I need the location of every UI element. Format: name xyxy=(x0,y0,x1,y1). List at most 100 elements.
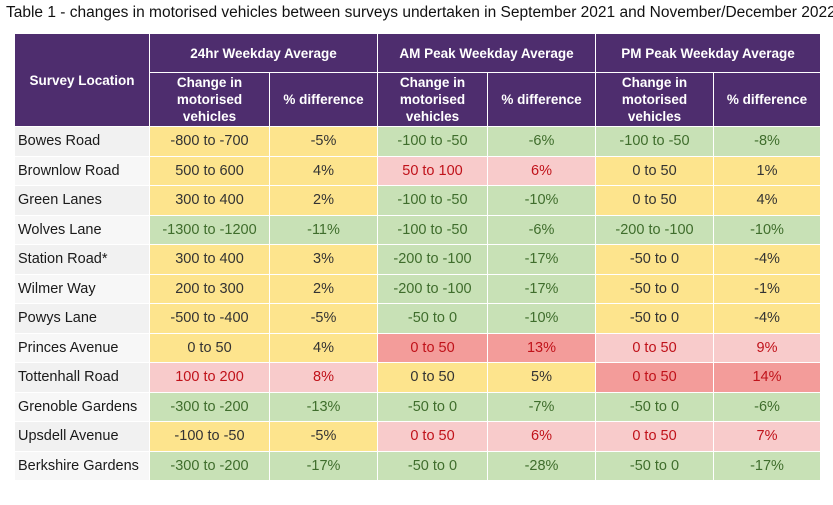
header-pct-pm: % difference xyxy=(712,72,822,127)
change-24hr-cell: 500 to 600 xyxy=(149,155,270,186)
table-row: Upsdell Avenue -100 to -50 -5% 0 to 50 6% 0 t… xyxy=(14,421,822,452)
survey-location-cell: Wolves Lane xyxy=(14,214,150,245)
change-am-cell: -50 to 0 xyxy=(377,303,488,334)
pct-pm-cell: -17% xyxy=(712,450,822,481)
header-group-24hr: 24hr Weekday Average xyxy=(149,33,378,73)
change-am-cell: 0 to 50 xyxy=(377,421,488,452)
survey-location-cell: Bowes Road xyxy=(14,126,150,157)
change-pm-cell: -200 to -100 xyxy=(595,214,714,245)
table-row: Berkshire Gardens -300 to -200 -17% -50 to … xyxy=(14,450,822,481)
change-24hr-cell: -300 to -200 xyxy=(149,391,270,422)
table-row: Grenoble Gardens -300 to -200 -13% -50 to 0… xyxy=(14,391,822,422)
change-24hr-cell: 200 to 300 xyxy=(149,273,270,304)
change-24hr-cell: -300 to -200 xyxy=(149,450,270,481)
pct-pm-cell: -1% xyxy=(712,273,822,304)
change-24hr-cell: -800 to -700 xyxy=(149,126,270,157)
pct-24hr-cell: 3% xyxy=(269,244,378,275)
pct-pm-cell: -8% xyxy=(712,126,822,157)
change-am-cell: -100 to -50 xyxy=(377,214,488,245)
pct-am-cell: 6% xyxy=(487,421,596,452)
survey-location-cell: Upsdell Avenue xyxy=(14,421,150,452)
pct-24hr-cell: -11% xyxy=(269,214,378,245)
change-pm-cell: -50 to 0 xyxy=(595,303,714,334)
pct-24hr-cell: 8% xyxy=(269,362,378,393)
pct-24hr-cell: -5% xyxy=(269,303,378,334)
change-24hr-cell: 300 to 400 xyxy=(149,185,270,216)
pct-pm-cell: 14% xyxy=(712,362,822,393)
change-pm-cell: -50 to 0 xyxy=(595,244,714,275)
header-change-pm: Change in motorised vehicles xyxy=(595,72,714,127)
table-row: Princes Avenue 0 to 50 4% 0 to 50 13% 0 to 50… xyxy=(14,332,822,363)
pct-am-cell: -6% xyxy=(487,214,596,245)
change-24hr-cell: -1300 to -1200 xyxy=(149,214,270,245)
change-24hr-cell: -500 to -400 xyxy=(149,303,270,334)
table-row: Wolves Lane -1300 to -1200 -11% -100 to -50… xyxy=(14,214,822,245)
change-24hr-cell: 300 to 400 xyxy=(149,244,270,275)
change-24hr-cell: 100 to 200 xyxy=(149,362,270,393)
header-pct-24hr: % difference xyxy=(269,72,378,127)
header-pct-am: % difference xyxy=(487,72,596,127)
table-row: Tottenhall Road 100 to 200 8% 0 to 50 5% 0 to… xyxy=(14,362,822,393)
pct-pm-cell: 7% xyxy=(712,421,822,452)
header-group-pm-peak: PM Peak Weekday Average xyxy=(594,33,822,73)
change-pm-cell: -100 to -50 xyxy=(595,126,714,157)
pct-pm-cell: -6% xyxy=(712,391,822,422)
pct-24hr-cell: -5% xyxy=(269,126,378,157)
pct-pm-cell: -4% xyxy=(712,244,822,275)
pct-pm-cell: 1% xyxy=(712,155,822,186)
change-pm-cell: 0 to 50 xyxy=(595,332,714,363)
table-caption: Table 1 - changes in motorised vehicles … xyxy=(6,4,833,21)
table-row: Bowes Road -800 to -700 -5% -100 to -50 -6% -… xyxy=(14,126,822,157)
pct-am-cell: -17% xyxy=(487,244,596,275)
header-row-metrics: Change in motorised vehicles % differenc… xyxy=(15,72,822,127)
pct-am-cell: 5% xyxy=(487,362,596,393)
change-pm-cell: 0 to 50 xyxy=(595,362,714,393)
table-row: Brownlow Road 500 to 600 4% 50 to 100 6% 0 to… xyxy=(14,155,822,186)
header-row-groups: Survey Location 24hr Weekday Average AM … xyxy=(14,33,822,127)
survey-location-cell: Princes Avenue xyxy=(14,332,150,363)
survey-location-cell: Brownlow Road xyxy=(14,155,150,186)
survey-location-cell: Grenoble Gardens xyxy=(14,391,150,422)
table-row: Green Lanes 300 to 400 2% -100 to -50 -10% 0 … xyxy=(14,185,822,216)
change-pm-cell: -50 to 0 xyxy=(595,391,714,422)
change-am-cell: 50 to 100 xyxy=(377,155,488,186)
change-am-cell: -200 to -100 xyxy=(377,244,488,275)
pct-24hr-cell: 2% xyxy=(269,273,378,304)
change-24hr-cell: 0 to 50 xyxy=(149,332,270,363)
pct-pm-cell: -10% xyxy=(712,214,822,245)
change-pm-cell: -50 to 0 xyxy=(595,450,714,481)
survey-location-cell: Tottenhall Road xyxy=(14,362,150,393)
change-am-cell: -50 to 0 xyxy=(377,391,488,422)
pct-am-cell: -28% xyxy=(487,450,596,481)
pct-pm-cell: 4% xyxy=(712,185,822,216)
pct-am-cell: -10% xyxy=(487,303,596,334)
change-pm-cell: -50 to 0 xyxy=(595,273,714,304)
pct-pm-cell: 9% xyxy=(712,332,822,363)
change-am-cell: -100 to -50 xyxy=(377,185,488,216)
table-row: Powys Lane -500 to -400 -5% -50 to 0 -10% -50… xyxy=(14,303,822,334)
change-am-cell: 0 to 50 xyxy=(377,332,488,363)
pct-24hr-cell: -17% xyxy=(269,450,378,481)
pct-am-cell: -10% xyxy=(487,185,596,216)
change-pm-cell: 0 to 50 xyxy=(595,155,714,186)
header-change-am: Change in motorised vehicles xyxy=(377,72,488,127)
change-pm-cell: 0 to 50 xyxy=(595,421,714,452)
pct-am-cell: -17% xyxy=(487,273,596,304)
pct-24hr-cell: -5% xyxy=(269,421,378,452)
survey-location-cell: Station Road* xyxy=(14,244,150,275)
header-group-am-peak: AM Peak Weekday Average xyxy=(377,33,596,73)
change-am-cell: -100 to -50 xyxy=(377,126,488,157)
pct-24hr-cell: 4% xyxy=(269,332,378,363)
change-am-cell: 0 to 50 xyxy=(377,362,488,393)
vehicle-change-table: Survey Location 24hr Weekday Average AM … xyxy=(14,33,822,481)
change-pm-cell: 0 to 50 xyxy=(595,185,714,216)
table-row: Wilmer Way 200 to 300 2% -200 to -100 -17% -5… xyxy=(14,273,822,304)
pct-24hr-cell: -13% xyxy=(269,391,378,422)
pct-24hr-cell: 4% xyxy=(269,155,378,186)
pct-am-cell: 13% xyxy=(487,332,596,363)
table-body: Bowes Road -800 to -700 -5% -100 to -50 -6% -… xyxy=(14,126,822,481)
pct-am-cell: -7% xyxy=(487,391,596,422)
survey-location-cell: Wilmer Way xyxy=(14,273,150,304)
pct-am-cell: -6% xyxy=(487,126,596,157)
change-24hr-cell: -100 to -50 xyxy=(149,421,270,452)
